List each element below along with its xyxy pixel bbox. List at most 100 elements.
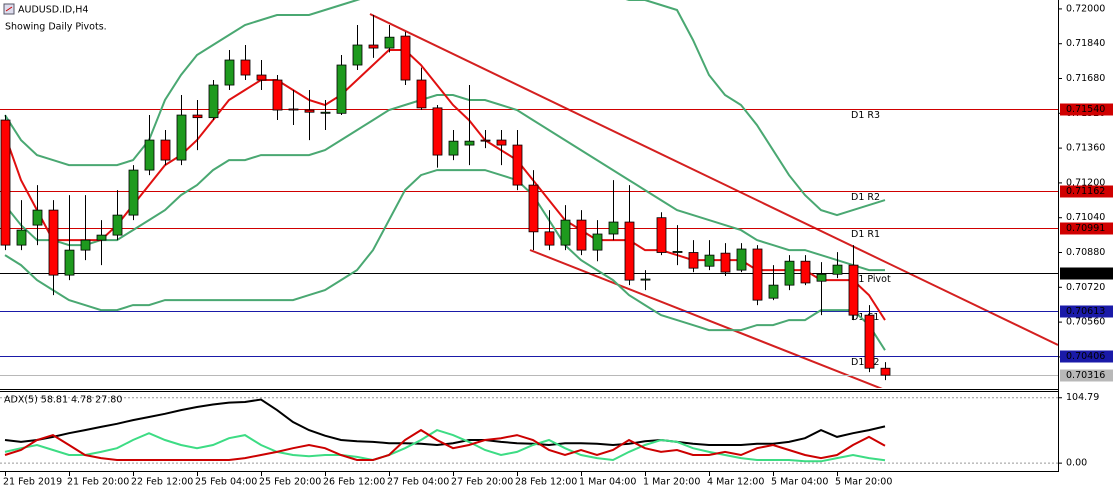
candle-body (96, 234, 107, 241)
overlay: AUDUSD.ID,H4 Showing Daily Pivots. ADX(5… (3, 3, 1113, 488)
candle-body (784, 260, 795, 286)
pivot-label: D1 Pivot (851, 274, 891, 285)
adx-line (4, 429, 886, 463)
candle-body (544, 231, 555, 246)
price-label: 0.70613 (1066, 306, 1105, 317)
x-tick-label: 26 Feb 12:00 (323, 477, 385, 488)
y-tick-label: 0.71680 (1066, 73, 1105, 84)
candle-body (240, 59, 251, 76)
candle-body (816, 273, 827, 282)
current-price-box (1060, 369, 1113, 382)
adx-plot (0, 397, 1058, 464)
price-label: 0.70784 (1066, 268, 1105, 279)
price-label-box (1060, 103, 1113, 116)
x-tick-label: 4 Mar 12:00 (707, 477, 764, 488)
bollinger-lower (4, 169, 886, 351)
candle-body (624, 221, 635, 281)
candle-body (0, 119, 11, 246)
candle-body (448, 140, 459, 156)
price-label-box (1060, 222, 1113, 235)
price-label: 0.70991 (1066, 223, 1105, 234)
candle-body (16, 229, 27, 246)
candle-body (528, 184, 539, 233)
x-tick-label: 22 Feb 12:00 (131, 477, 193, 488)
candle-body (800, 260, 811, 284)
x-tick-label: 1 Mar 04:00 (579, 477, 636, 488)
candle-body (48, 209, 59, 276)
candle-body (208, 84, 219, 119)
candle-body (880, 367, 891, 376)
price-label-box (1060, 267, 1113, 280)
y-tick-label: 0.00 (1066, 458, 1087, 469)
candle-body (848, 264, 859, 316)
candle-body (672, 251, 683, 253)
candle-body (64, 249, 75, 276)
x-tick-label: 25 Feb 20:00 (259, 477, 321, 488)
candle-body (384, 36, 395, 49)
candle-body (432, 107, 443, 156)
x-tick-label: 27 Feb 20:00 (451, 477, 513, 488)
candle-body (112, 214, 123, 236)
y-tick-label: 0.71200 (1066, 177, 1105, 188)
candle-body (416, 79, 427, 109)
candle-body (320, 111, 331, 114)
adx-line (4, 428, 886, 461)
x-tick-label: 5 Mar 20:00 (835, 477, 892, 488)
candle-body (496, 139, 507, 146)
x-tick-label: 21 Feb 20:00 (67, 477, 129, 488)
candle-body (832, 264, 843, 275)
y-tick-label: 0.71040 (1066, 212, 1105, 223)
y-tick-label: 0.72000 (1066, 3, 1105, 14)
price-label: 0.70406 (1066, 351, 1105, 362)
price-label-box (1060, 185, 1113, 198)
x-tick-label: 1 Mar 20:00 (643, 477, 700, 488)
candle-body (464, 140, 475, 146)
y-tick-label: 0.71840 (1066, 38, 1105, 49)
bollinger-upper (4, 0, 886, 217)
candle-body (704, 254, 715, 267)
candle-body (32, 209, 43, 226)
candle-body (720, 252, 731, 273)
candle-body (512, 144, 523, 186)
candle-body (400, 35, 411, 81)
candle-body (656, 217, 667, 253)
x-tick-label: 5 Mar 04:00 (771, 477, 828, 488)
candle-body (592, 233, 603, 251)
candle-body (640, 278, 651, 281)
candle-body (224, 59, 235, 86)
y-tick-label: 104.79 (1066, 392, 1099, 403)
candle-body (160, 139, 171, 161)
candle-body (752, 248, 763, 301)
y-tick-label: 0.70880 (1066, 247, 1105, 258)
candle-body (352, 44, 363, 66)
x-tick-label: 21 Feb 2019 (3, 477, 62, 488)
x-tick-label: 28 Feb 12:00 (515, 477, 577, 488)
candle-body (736, 248, 747, 271)
candle-body (304, 109, 315, 113)
candle-body (336, 64, 347, 114)
pivot-label: D1 R3 (851, 110, 880, 121)
candle-body (288, 108, 299, 111)
candle-body (192, 114, 203, 119)
indicator-title: ADX(5) 58.81 4.78 27.80 (4, 395, 122, 406)
y-tick-label: 0.70560 (1066, 317, 1105, 328)
x-tick-label: 25 Feb 04:00 (195, 477, 257, 488)
trendline (369, 13, 1058, 346)
candle-body (128, 169, 139, 216)
candle-body (80, 239, 91, 251)
candle-body (608, 221, 619, 235)
candle-body (144, 139, 155, 171)
candle-body (176, 114, 187, 161)
pivot-label: D1 R1 (851, 229, 880, 240)
candle-body (256, 74, 267, 81)
candle-body (576, 219, 587, 251)
candle-body (368, 44, 379, 49)
chart-title: AUDUSD.ID,H4 (18, 5, 88, 16)
chart-icon-line (5, 6, 13, 12)
y-tick-label: 0.70720 (1066, 282, 1105, 293)
price-label: 0.71540 (1066, 104, 1105, 115)
candle-body (688, 252, 699, 269)
price-label: 0.71162 (1066, 186, 1105, 197)
